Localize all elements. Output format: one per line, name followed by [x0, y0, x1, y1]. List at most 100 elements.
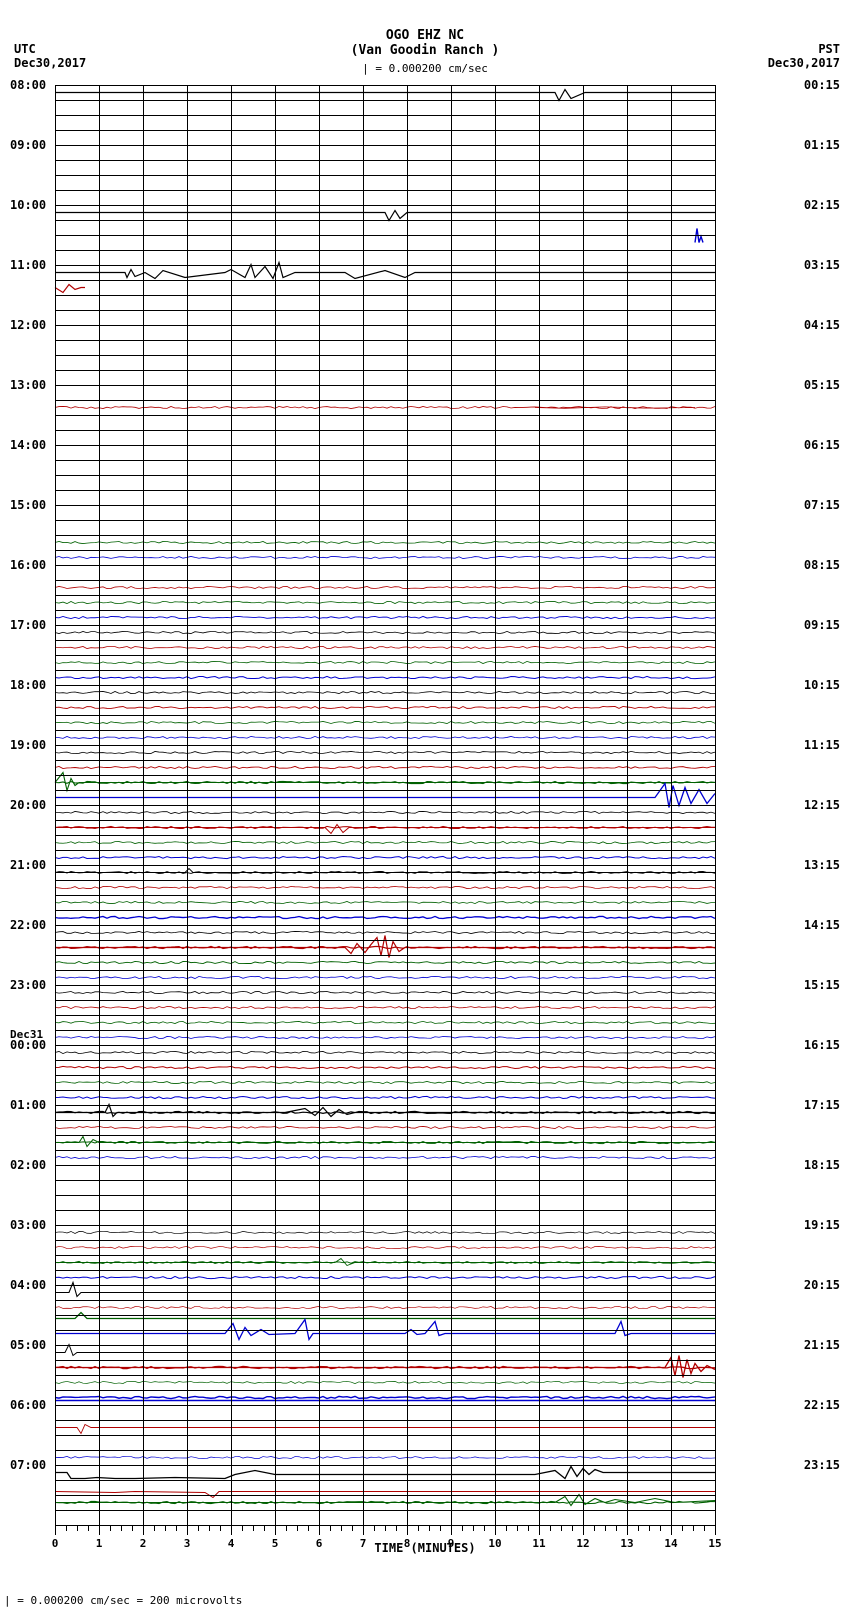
grid-horizontal — [55, 160, 715, 161]
x-tick-major — [407, 1525, 408, 1535]
pst-hour-label: 19:15 — [804, 1218, 840, 1232]
x-tick-label: 8 — [404, 1537, 411, 1550]
x-tick-minor — [594, 1525, 595, 1531]
grid-horizontal — [55, 1075, 715, 1076]
waveform-trace — [55, 1396, 715, 1400]
grid-horizontal — [55, 1420, 715, 1421]
grid-horizontal — [55, 985, 715, 986]
utc-hour-label: 15:00 — [10, 498, 46, 512]
waveform-trace — [55, 991, 715, 993]
waveform-trace — [55, 1021, 715, 1023]
grid-horizontal — [55, 1015, 715, 1016]
x-tick-minor — [517, 1525, 518, 1531]
grid-horizontal — [55, 1135, 715, 1136]
grid-horizontal — [55, 1120, 715, 1121]
grid-horizontal — [55, 790, 715, 791]
x-tick-minor — [550, 1525, 551, 1531]
pst-hour-label: 10:15 — [804, 678, 840, 692]
utc-hour-label: 17:00 — [10, 618, 46, 632]
right-timezone-block: PST Dec30,2017 — [768, 42, 840, 70]
pst-hour-label: 20:15 — [804, 1278, 840, 1292]
waveform-trace — [55, 736, 715, 738]
right-date: Dec30,2017 — [768, 56, 840, 70]
grid-horizontal — [55, 1165, 715, 1166]
grid-horizontal — [55, 565, 715, 566]
grid-horizontal — [55, 445, 715, 446]
grid-horizontal — [55, 385, 715, 386]
grid-horizontal — [55, 235, 715, 236]
x-tick-major — [539, 1525, 540, 1535]
scale-note: | = 0.000200 cm/sec — [0, 58, 850, 83]
utc-hour-label: 18:00 — [10, 678, 46, 692]
waveform-trace — [55, 916, 715, 918]
utc-hour-label: 14:00 — [10, 438, 46, 452]
grid-horizontal — [55, 100, 715, 101]
waveform-trace — [55, 616, 715, 618]
waveform-trace — [55, 406, 715, 408]
x-tick-minor — [341, 1525, 342, 1531]
grid-horizontal — [55, 895, 715, 896]
waveform-trace — [55, 631, 715, 633]
utc-hour-label: 11:00 — [10, 258, 46, 272]
pst-hour-label: 16:15 — [804, 1038, 840, 1052]
grid-horizontal — [55, 1105, 715, 1106]
seismogram-container: OGO EHZ NC (Van Goodin Ranch ) | = 0.000… — [0, 0, 850, 1613]
grid-horizontal — [55, 115, 715, 116]
x-tick-label: 12 — [576, 1537, 589, 1550]
x-tick-minor — [572, 1525, 573, 1531]
grid-horizontal — [55, 940, 715, 941]
grid-horizontal — [55, 1060, 715, 1061]
x-tick-minor — [165, 1525, 166, 1531]
grid-horizontal — [55, 1405, 715, 1406]
grid-horizontal — [55, 910, 715, 911]
grid-horizontal — [55, 190, 715, 191]
x-tick-major — [627, 1525, 628, 1535]
x-tick-major — [99, 1525, 100, 1535]
grid-horizontal — [55, 325, 715, 326]
pst-hour-label: 21:15 — [804, 1338, 840, 1352]
grid-horizontal — [55, 295, 715, 296]
x-tick-minor — [440, 1525, 441, 1531]
pst-hour-label: 03:15 — [804, 258, 840, 272]
waveform-trace — [55, 211, 715, 221]
right-tz: PST — [768, 42, 840, 56]
x-tick-major — [715, 1525, 716, 1535]
utc-hour-label: 13:00 — [10, 378, 46, 392]
waveform-trace — [55, 646, 715, 648]
waveform-trace — [55, 676, 715, 678]
x-tick-label: 13 — [620, 1537, 633, 1550]
x-axis-label: TIME (MINUTES) — [0, 1541, 850, 1555]
grid-horizontal — [55, 835, 715, 836]
waveform-trace — [55, 1425, 715, 1434]
x-tick-label: 5 — [272, 1537, 279, 1550]
waveform-trace — [55, 961, 715, 963]
waveform-trace — [55, 90, 715, 101]
grid-horizontal — [55, 355, 715, 356]
x-tick-minor — [528, 1525, 529, 1531]
waveform-trace — [55, 1036, 715, 1038]
waveform-trace — [55, 721, 715, 723]
day-boundary-label: Dec31 — [10, 1028, 43, 1041]
waveform-trace — [55, 1246, 715, 1248]
pst-hour-label: 02:15 — [804, 198, 840, 212]
x-tick-minor — [462, 1525, 463, 1531]
grid-horizontal — [55, 1450, 715, 1451]
waveform-trace — [55, 1345, 715, 1356]
footer-scale: | = 0.000200 cm/sec = 200 microvolts — [4, 1594, 242, 1607]
x-tick-minor — [704, 1525, 705, 1531]
pst-hour-label: 12:15 — [804, 798, 840, 812]
pst-hour-label: 04:15 — [804, 318, 840, 332]
waveform-trace — [55, 601, 715, 603]
utc-hour-label: 19:00 — [10, 738, 46, 752]
grid-horizontal — [55, 1390, 715, 1391]
grid-horizontal — [55, 850, 715, 851]
utc-hour-label: 21:00 — [10, 858, 46, 872]
grid-horizontal — [55, 1180, 715, 1181]
grid-horizontal — [55, 610, 715, 611]
x-tick-minor — [506, 1525, 507, 1531]
grid-horizontal — [55, 925, 715, 926]
x-tick-minor — [682, 1525, 683, 1531]
x-tick-minor — [132, 1525, 133, 1531]
waveform-trace — [55, 784, 715, 808]
grid-horizontal — [55, 1285, 715, 1286]
